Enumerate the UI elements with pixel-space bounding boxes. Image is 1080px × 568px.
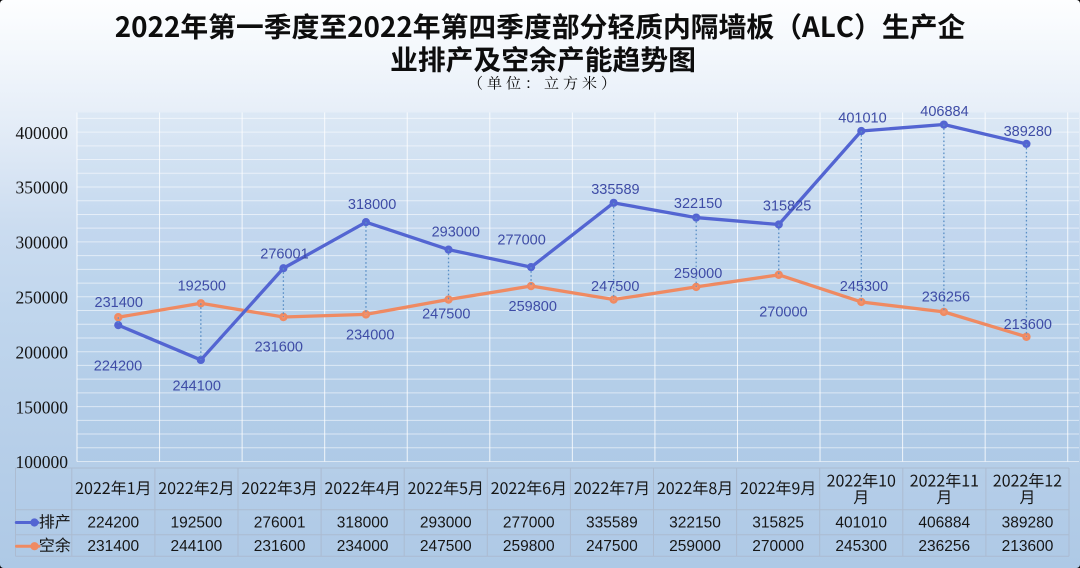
svg-text:270000: 270000 — [759, 305, 807, 321]
svg-text:192500: 192500 — [171, 515, 223, 532]
svg-text:259000: 259000 — [669, 538, 721, 555]
svg-text:250000: 250000 — [16, 288, 69, 308]
svg-text:224200: 224200 — [87, 515, 139, 532]
svg-text:406884: 406884 — [920, 104, 968, 120]
svg-text:270000: 270000 — [752, 538, 804, 555]
svg-text:259800: 259800 — [503, 538, 555, 555]
svg-text:231400: 231400 — [95, 295, 143, 311]
svg-text:318000: 318000 — [337, 515, 389, 532]
svg-text:277000: 277000 — [503, 515, 555, 532]
svg-text:350000: 350000 — [16, 178, 69, 198]
svg-text:293000: 293000 — [420, 515, 472, 532]
svg-text:213600: 213600 — [1004, 317, 1052, 333]
svg-text:236256: 236256 — [918, 538, 970, 555]
svg-text:276001: 276001 — [254, 515, 306, 532]
svg-text:100000: 100000 — [16, 452, 69, 472]
svg-text:200000: 200000 — [16, 342, 69, 362]
svg-text:224200: 224200 — [94, 358, 142, 374]
svg-text:234000: 234000 — [337, 538, 389, 555]
svg-text:244100: 244100 — [173, 379, 221, 395]
svg-text:247500: 247500 — [422, 306, 470, 322]
svg-text:293000: 293000 — [432, 225, 480, 241]
svg-text:318000: 318000 — [348, 197, 396, 213]
svg-text:401010: 401010 — [835, 515, 887, 532]
svg-text:315825: 315825 — [763, 199, 811, 215]
svg-text:236256: 236256 — [922, 290, 970, 306]
svg-text:192500: 192500 — [178, 279, 226, 295]
svg-text:245300: 245300 — [835, 538, 887, 555]
svg-text:231600: 231600 — [255, 340, 303, 356]
svg-text:322150: 322150 — [669, 515, 721, 532]
svg-text:245300: 245300 — [840, 279, 888, 295]
svg-text:244100: 244100 — [171, 538, 223, 555]
svg-text:213600: 213600 — [1002, 538, 1054, 555]
svg-text:400000: 400000 — [16, 123, 69, 143]
svg-text:315825: 315825 — [752, 515, 804, 532]
svg-text:276001: 276001 — [260, 247, 308, 263]
svg-text:247500: 247500 — [586, 538, 638, 555]
svg-text:335589: 335589 — [586, 515, 638, 532]
svg-text:247500: 247500 — [591, 279, 639, 295]
svg-text:300000: 300000 — [16, 233, 69, 253]
svg-text:389280: 389280 — [1004, 124, 1052, 140]
svg-text:277000: 277000 — [497, 233, 545, 249]
svg-text:231600: 231600 — [254, 538, 306, 555]
svg-text:335589: 335589 — [591, 182, 639, 198]
svg-text:406884: 406884 — [918, 515, 970, 532]
svg-text:259000: 259000 — [674, 266, 722, 282]
svg-text:322150: 322150 — [674, 196, 722, 212]
svg-text:389280: 389280 — [1002, 515, 1054, 532]
svg-text:234000: 234000 — [346, 328, 394, 344]
svg-text:247500: 247500 — [420, 538, 472, 555]
svg-text:401010: 401010 — [838, 110, 886, 126]
svg-text:259800: 259800 — [509, 299, 557, 315]
svg-text:231400: 231400 — [87, 538, 139, 555]
svg-text:150000: 150000 — [16, 397, 69, 417]
